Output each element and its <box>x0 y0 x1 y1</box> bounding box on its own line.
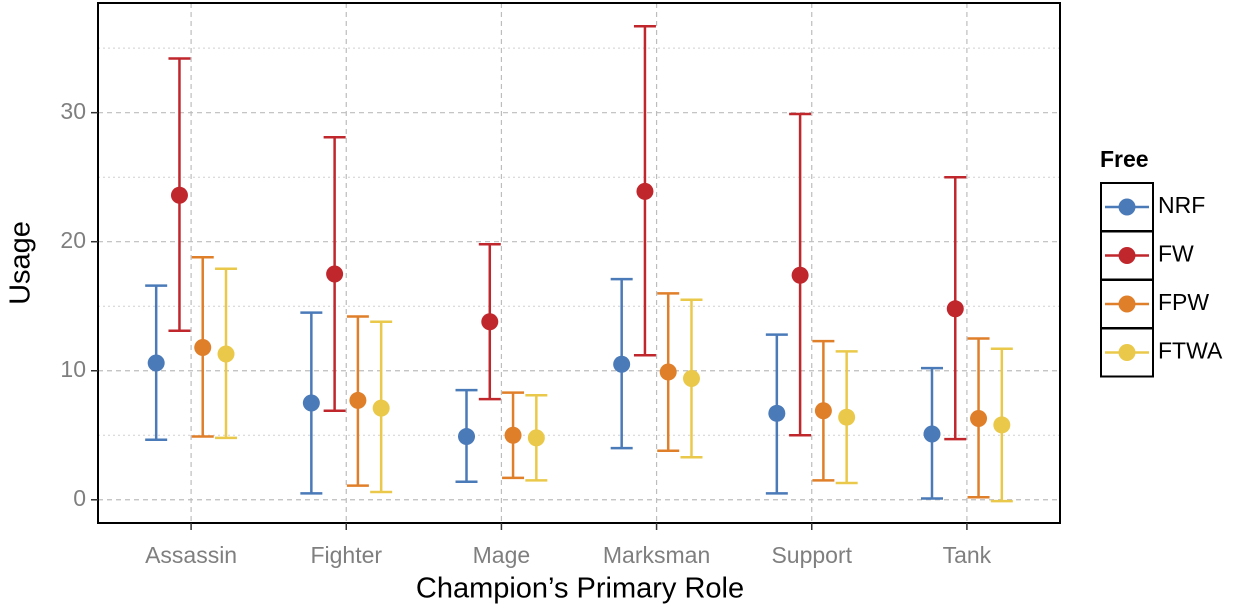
point <box>527 429 545 447</box>
x-tick-label: Mage <box>473 542 531 568</box>
point <box>946 300 964 318</box>
point <box>504 426 522 444</box>
point <box>791 266 809 284</box>
y-axis-title: Usage <box>5 221 37 305</box>
panel-border <box>97 2 1061 524</box>
legend-point <box>1118 295 1136 313</box>
point <box>814 402 832 420</box>
x-tick-label: Tank <box>943 542 992 568</box>
x-tick-label: Assassin <box>145 542 237 568</box>
x-axis-title: Champion’s Primary Role <box>416 573 744 605</box>
point <box>682 369 700 387</box>
y-tick-label: 10 <box>60 356 86 382</box>
marks <box>145 24 1013 503</box>
legend-title: Free <box>1100 146 1149 172</box>
point <box>636 182 654 200</box>
legend-point <box>1118 344 1136 361</box>
point <box>194 339 212 357</box>
point <box>217 345 235 363</box>
point <box>349 391 367 409</box>
point <box>613 355 631 373</box>
point <box>923 425 941 443</box>
legend-label: NRF <box>1158 192 1205 218</box>
legend-point <box>1118 247 1136 264</box>
point <box>326 265 344 283</box>
point <box>147 354 165 372</box>
point <box>838 408 856 426</box>
legend-label: FW <box>1158 241 1194 267</box>
legend-label: FPW <box>1158 289 1209 315</box>
point <box>372 399 390 417</box>
point <box>993 416 1011 434</box>
y-tick-label: 20 <box>60 227 86 253</box>
grid <box>98 3 1060 523</box>
x-tick-label: Marksman <box>603 542 710 568</box>
x-tick-label: Support <box>771 542 852 568</box>
point <box>768 404 786 422</box>
y-tick-label: 30 <box>60 98 86 124</box>
point <box>458 428 476 446</box>
point <box>481 313 499 331</box>
legend-point <box>1118 198 1136 216</box>
x-tick-label: Fighter <box>310 542 382 568</box>
point <box>302 394 320 412</box>
legend-label: FTWA <box>1158 338 1223 364</box>
point <box>170 186 188 204</box>
point <box>659 363 677 381</box>
y-tick-label: 0 <box>73 485 86 511</box>
point <box>970 409 988 427</box>
